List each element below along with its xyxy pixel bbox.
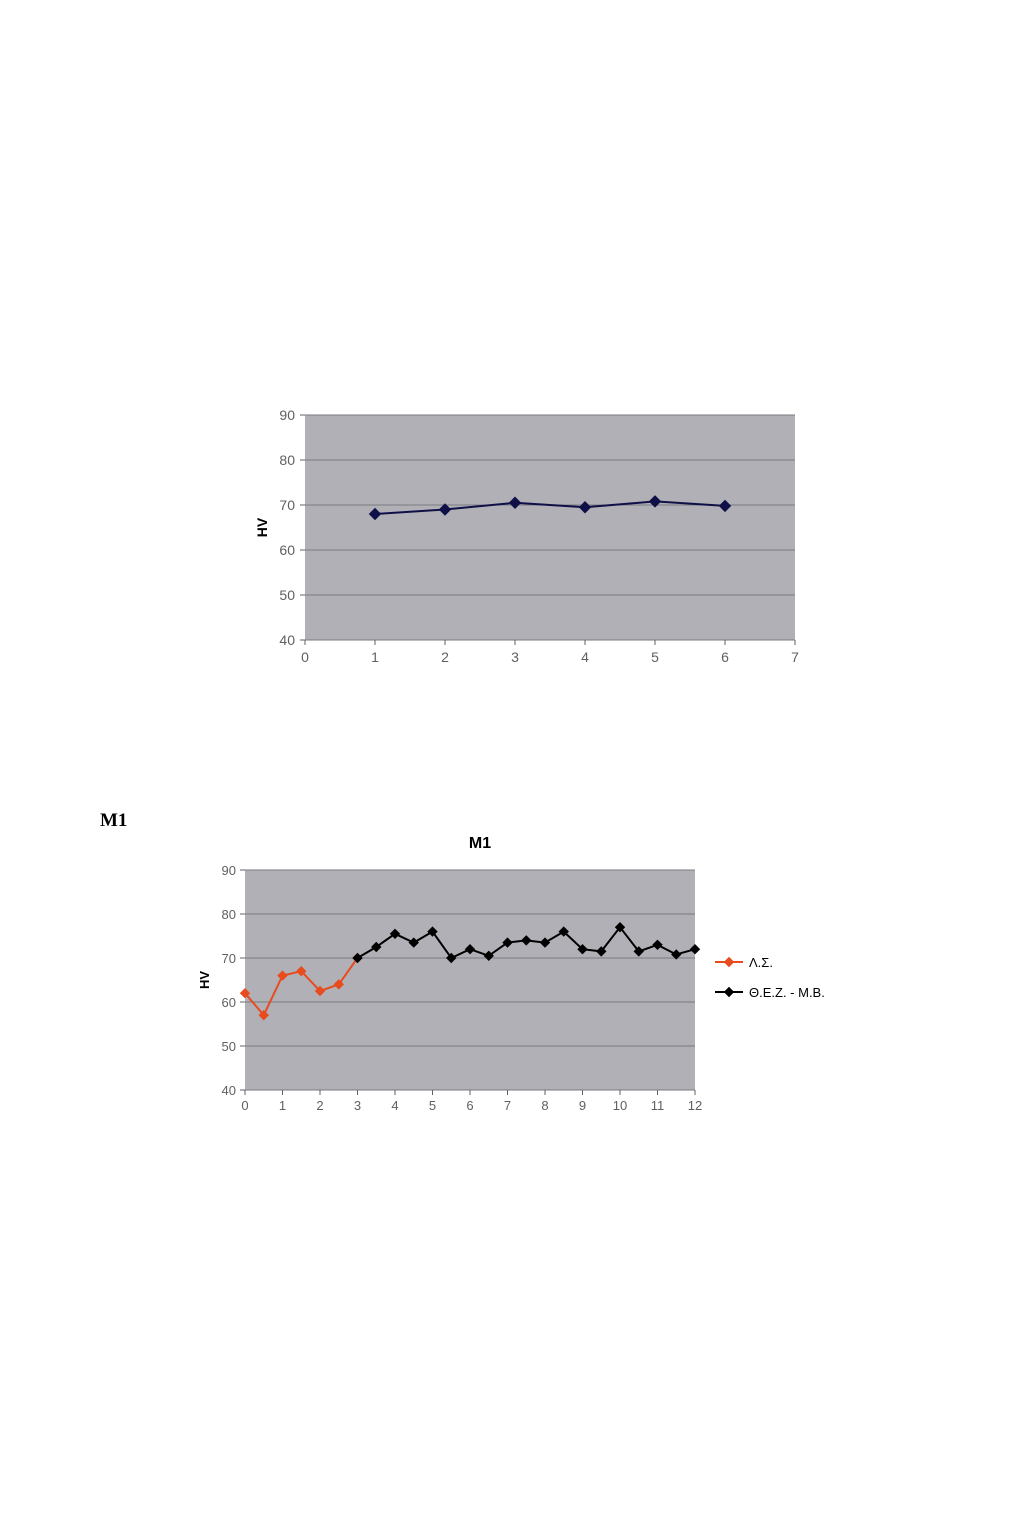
svg-text:7: 7: [791, 649, 799, 665]
svg-text:10: 10: [613, 1098, 627, 1113]
svg-text:4: 4: [581, 649, 589, 665]
svg-text:50: 50: [222, 1039, 236, 1054]
svg-text:50: 50: [279, 587, 295, 603]
svg-text:3: 3: [511, 649, 519, 665]
svg-text:9: 9: [579, 1098, 586, 1113]
svg-text:60: 60: [279, 542, 295, 558]
svg-text:0: 0: [301, 649, 309, 665]
svg-text:5: 5: [651, 649, 659, 665]
svg-text:40: 40: [222, 1083, 236, 1098]
svg-text:Θ.Ε.Ζ. - Μ.Β.: Θ.Ε.Ζ. - Μ.Β.: [749, 985, 825, 1000]
svg-text:3: 3: [354, 1098, 361, 1113]
svg-text:90: 90: [222, 863, 236, 878]
svg-text:80: 80: [222, 907, 236, 922]
chart-hv-m1: M10123456789101112405060708090HVΛ.Σ.Θ.Ε.…: [190, 830, 890, 1140]
section-label-m1: M1: [100, 810, 127, 832]
svg-text:M1: M1: [469, 835, 491, 852]
svg-text:11: 11: [651, 1098, 665, 1113]
svg-text:90: 90: [279, 410, 295, 423]
svg-text:40: 40: [279, 632, 295, 648]
svg-text:2: 2: [441, 649, 449, 665]
svg-text:6: 6: [721, 649, 729, 665]
svg-text:70: 70: [222, 951, 236, 966]
chart-hv-top: 0 1 2 3 4 5 6 7 40 50 60 70 80 90 HV: [250, 410, 810, 680]
svg-text:80: 80: [279, 452, 295, 468]
svg-text:HV: HV: [254, 517, 270, 537]
svg-text:7: 7: [504, 1098, 511, 1113]
svg-text:HV: HV: [197, 971, 212, 989]
svg-text:1: 1: [371, 649, 379, 665]
svg-text:Λ.Σ.: Λ.Σ.: [749, 955, 773, 970]
svg-text:2: 2: [316, 1098, 323, 1113]
page: 01234567405060708090HV M1 M1012345678910…: [0, 0, 1024, 1538]
svg-text:70: 70: [279, 497, 295, 513]
svg-text:6: 6: [466, 1098, 473, 1113]
svg-text:1: 1: [279, 1098, 286, 1113]
svg-text:60: 60: [222, 995, 236, 1010]
svg-text:0: 0: [241, 1098, 248, 1113]
svg-text:12: 12: [688, 1098, 702, 1113]
svg-text:4: 4: [391, 1098, 398, 1113]
svg-text:8: 8: [541, 1098, 548, 1113]
svg-text:5: 5: [429, 1098, 436, 1113]
